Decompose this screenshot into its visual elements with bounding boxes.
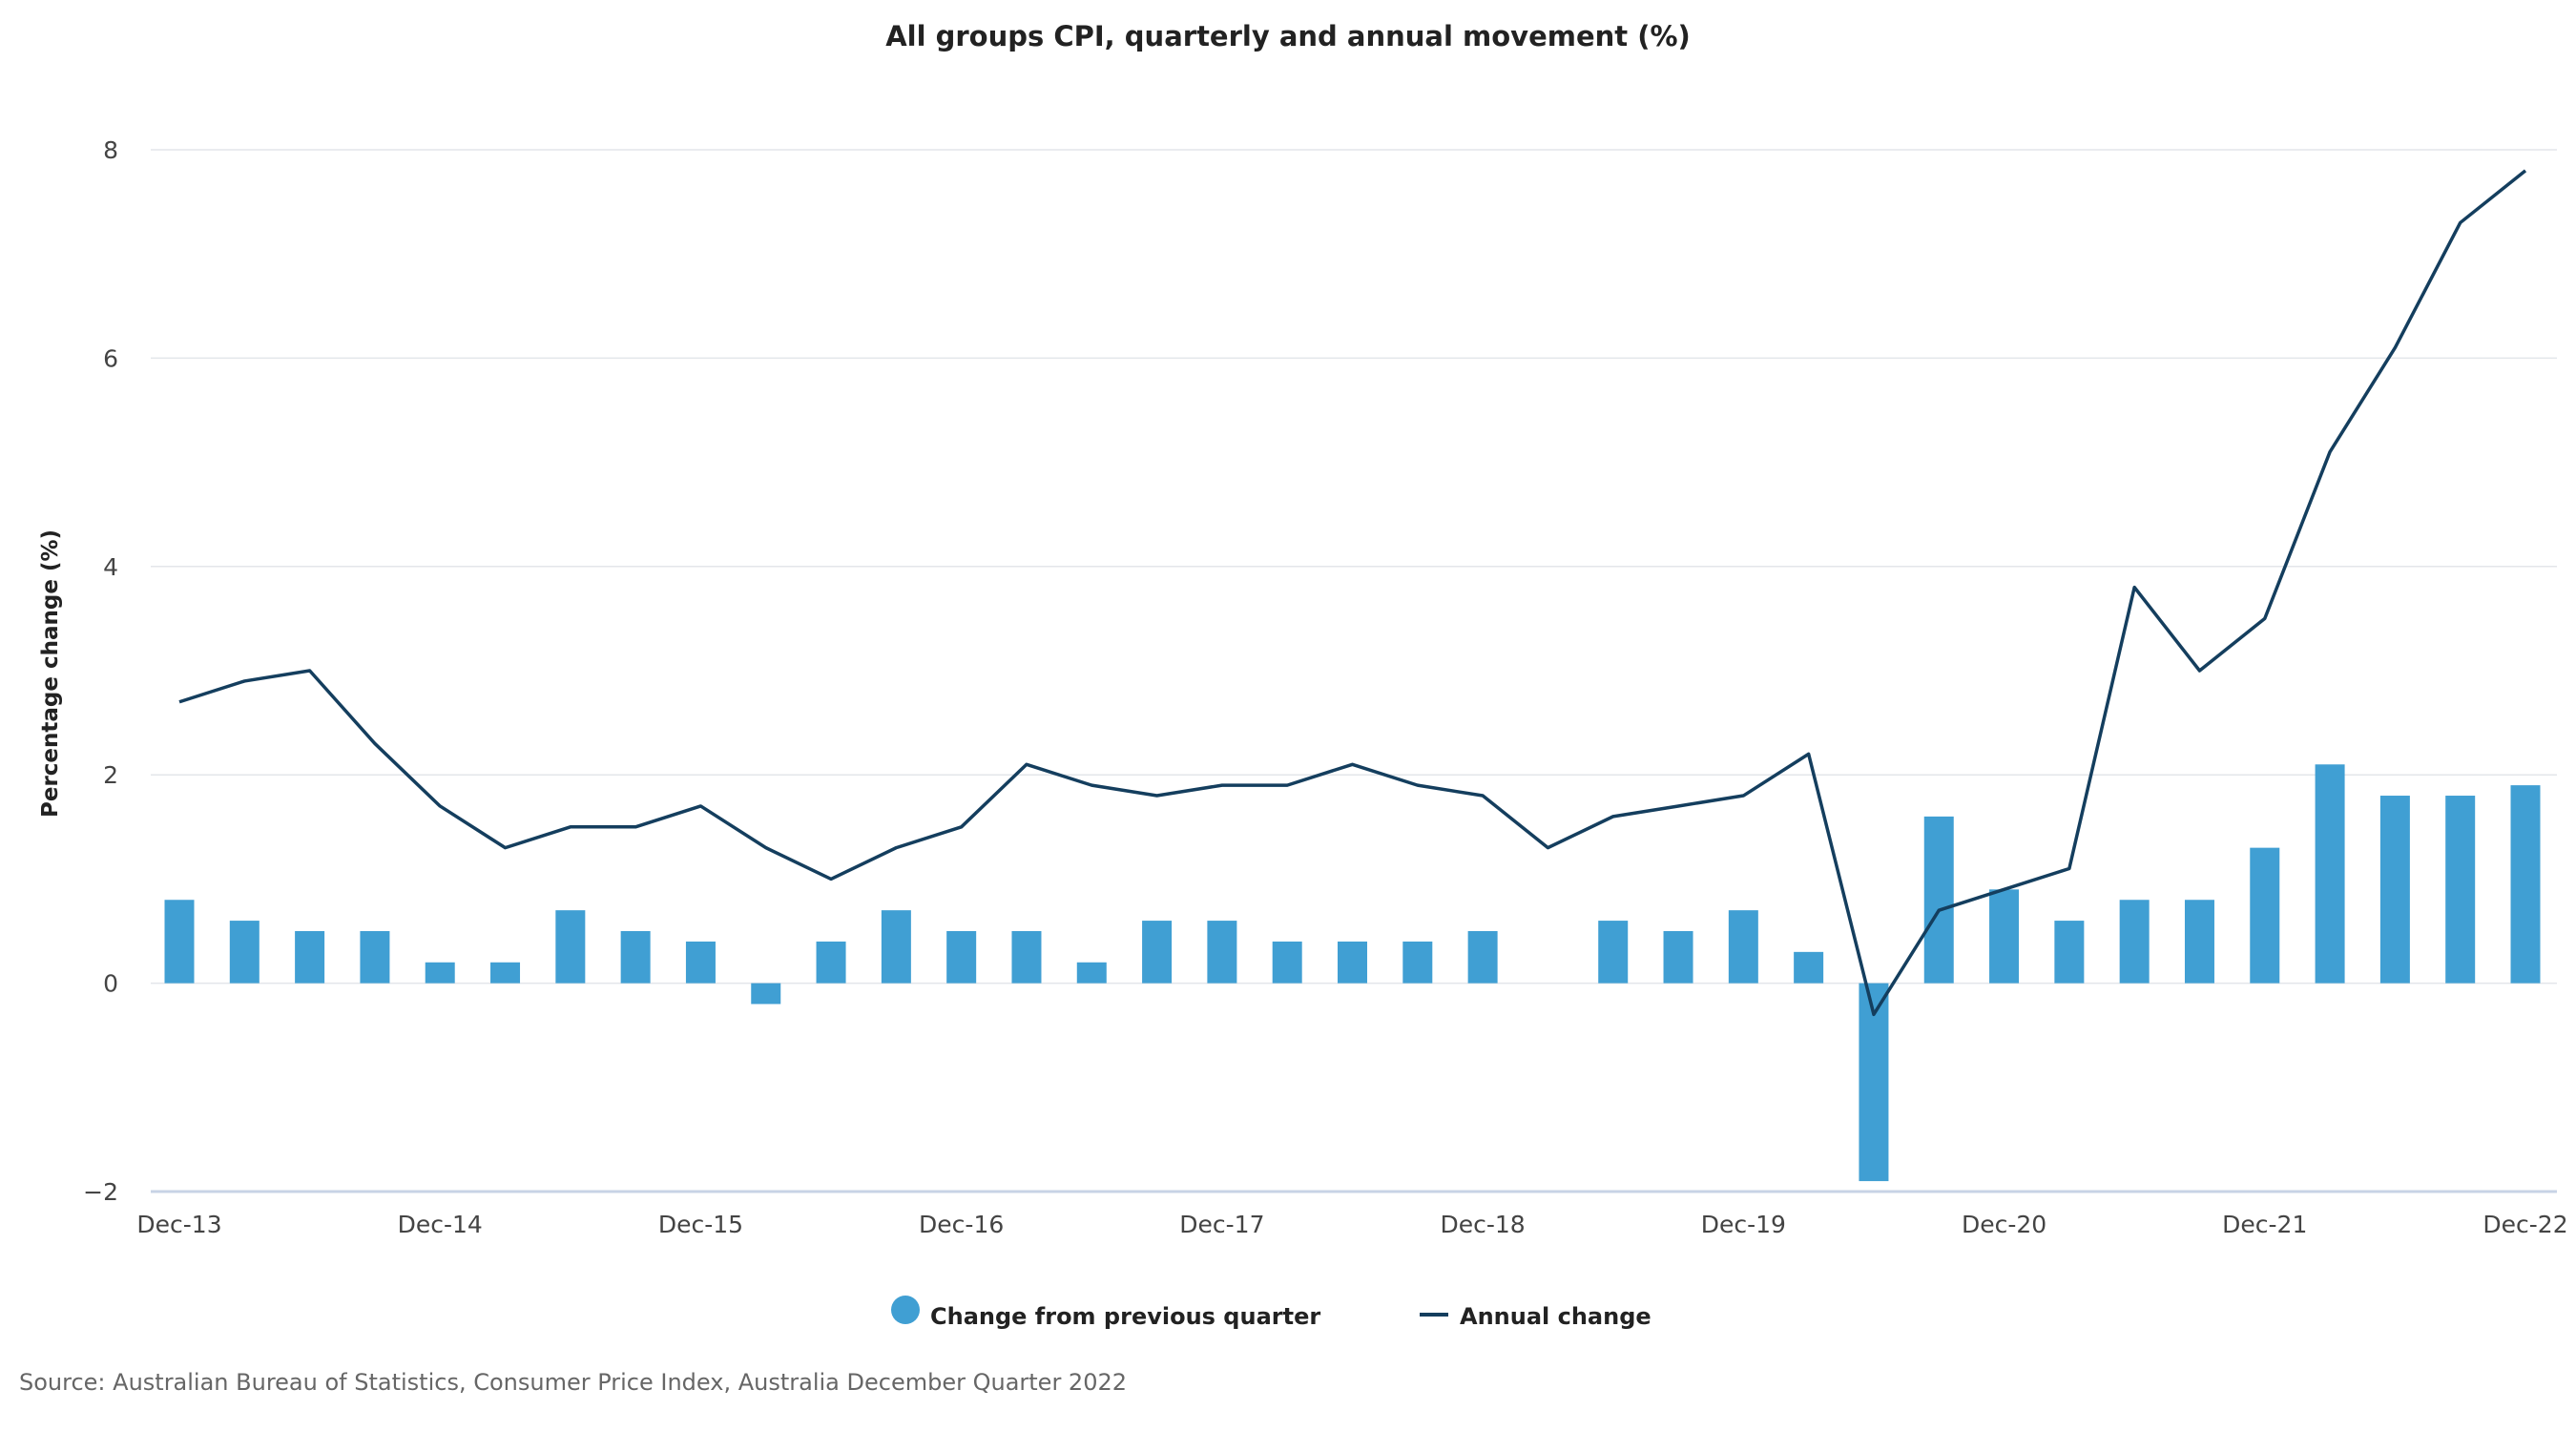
- bar-Sep-19: [1663, 931, 1693, 984]
- legend-label: Annual change: [1460, 1303, 1652, 1330]
- x-axis-ticks: Dec-13 Dec-14 Dec-15 Dec-16 Dec-17 Dec-18 Dec-…: [136, 1211, 2567, 1238]
- bar-Mar-15: [490, 962, 521, 984]
- y-axis-label: Percentage change (%): [38, 529, 63, 818]
- x-tick-label: Dec-22: [2483, 1211, 2567, 1238]
- line-series: [178, 169, 2527, 1017]
- bar-Dec-14: [425, 962, 455, 984]
- bar-Sep-22: [2445, 796, 2476, 984]
- x-tick-label: Dec-18: [1441, 1211, 1526, 1238]
- source-note: Source: Australian Bureau of Statistics,…: [19, 1369, 1127, 1396]
- bar-Dec-20: [1989, 889, 2020, 984]
- x-tick-label: Dec-13: [136, 1211, 221, 1238]
- legend-item-quarterly[interactable]: Change from previous quarter: [891, 1296, 1320, 1330]
- bar-Jun-18: [1338, 941, 1367, 984]
- bar-Jun-21: [2119, 900, 2150, 984]
- bar-Mar-18: [1272, 941, 1302, 984]
- y-tick-label: 6: [103, 344, 118, 372]
- annual-change-line: [178, 169, 2527, 1017]
- bar-Jun-19: [1598, 921, 1629, 984]
- bar-Sep-18: [1402, 941, 1433, 984]
- y-tick-label: 4: [103, 553, 118, 581]
- bar-Mar-21: [2054, 921, 2085, 984]
- legend-line-swatch: [1420, 1313, 1448, 1317]
- bar-Sep-21: [2184, 900, 2214, 984]
- bar-Jun-20: [1859, 983, 1889, 1182]
- chart-title: All groups CPI, quarterly and annual mov…: [885, 20, 1691, 52]
- bar-Sep-14: [360, 931, 390, 984]
- bar-Jun-14: [295, 931, 325, 984]
- x-tick-label: Dec-17: [1179, 1211, 1264, 1238]
- y-tick-label: −2: [83, 1178, 118, 1206]
- bar-Jun-16: [816, 941, 846, 984]
- y-axis-ticks: −2 0 2 4 6 8: [83, 136, 118, 1206]
- bar-Mar-16: [751, 983, 781, 1005]
- bar-Dec-13: [164, 900, 195, 984]
- legend-item-annual[interactable]: Annual change: [1420, 1303, 1652, 1330]
- legend-bar-swatch: [891, 1296, 920, 1324]
- bar-Dec-17: [1207, 921, 1237, 984]
- bar-Jun-17: [1076, 962, 1107, 984]
- x-tick-label: Dec-16: [919, 1211, 1004, 1238]
- bar-Dec-22: [2510, 785, 2541, 984]
- bar-Mar-17: [1011, 931, 1042, 984]
- bar-Dec-18: [1467, 931, 1498, 984]
- bar-series: [164, 764, 2541, 1182]
- bar-Dec-16: [946, 931, 977, 984]
- bar-Jun-22: [2379, 796, 2410, 984]
- bar-Sep-20: [1923, 816, 1954, 984]
- bar-Sep-15: [620, 931, 651, 984]
- x-tick-label: Dec-15: [658, 1211, 743, 1238]
- bar-Sep-16: [881, 910, 911, 984]
- x-tick-label: Dec-19: [1701, 1211, 1786, 1238]
- bar-Dec-19: [1728, 910, 1758, 984]
- bar-Mar-20: [1794, 951, 1824, 984]
- legend-label: Change from previous quarter: [930, 1303, 1320, 1330]
- bar-Dec-15: [685, 941, 716, 984]
- bar-Sep-17: [1142, 921, 1173, 984]
- gridlines: [151, 149, 2557, 1193]
- bar-Dec-21: [2250, 847, 2280, 984]
- y-tick-label: 8: [103, 136, 118, 164]
- x-tick-label: Dec-14: [398, 1211, 483, 1238]
- bar-Mar-22: [2315, 764, 2345, 984]
- legend: Change from previous quarter Annual chan…: [891, 1296, 1652, 1330]
- x-tick-label: Dec-21: [2222, 1211, 2307, 1238]
- y-tick-label: 0: [103, 970, 118, 998]
- bar-Mar-14: [229, 921, 260, 984]
- bar-Jun-15: [555, 910, 586, 984]
- x-tick-label: Dec-20: [1962, 1211, 2046, 1238]
- y-tick-label: 2: [103, 761, 118, 789]
